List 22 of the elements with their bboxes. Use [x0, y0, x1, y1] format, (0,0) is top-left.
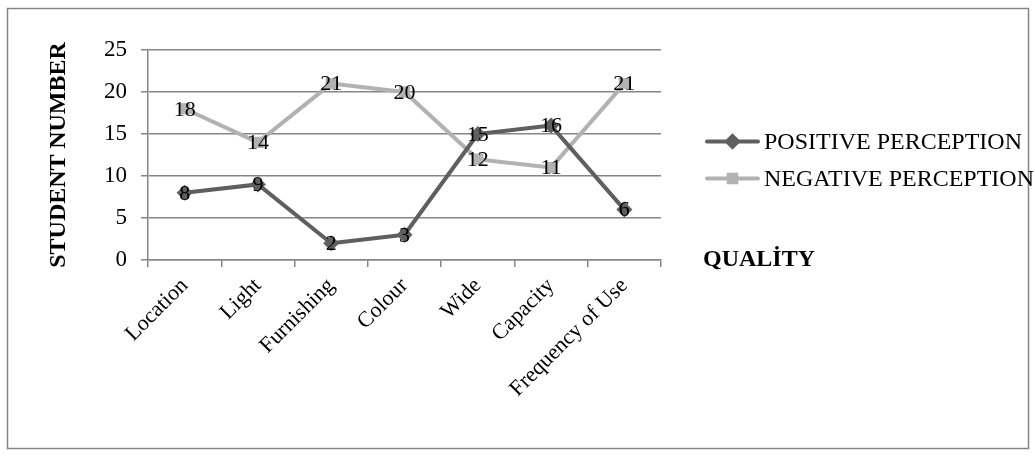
data-label: 12	[466, 145, 489, 171]
data-label: 2	[325, 229, 337, 255]
data-label: 18	[173, 95, 196, 121]
y-axis-title: STUDENT NUMBER	[43, 41, 70, 268]
data-label: 14	[246, 129, 269, 155]
y-tick-label: 20	[104, 78, 127, 104]
y-tick-label: 15	[104, 120, 127, 146]
legend-label: NEGATIVE PERCEPTION	[764, 164, 1034, 191]
y-tick-label: 25	[104, 36, 127, 62]
y-tick-label: 10	[104, 162, 127, 188]
data-label: 21	[320, 70, 343, 96]
x-axis-title: QUALİTY	[703, 245, 816, 272]
data-label: 9	[252, 171, 264, 197]
x-tick-label: Wide	[434, 272, 486, 324]
data-label: 6	[618, 196, 630, 222]
legend-label: POSITIVE PERCEPTION	[764, 127, 1023, 154]
y-tick-label: 0	[115, 246, 127, 272]
data-label: 20	[393, 78, 416, 104]
y-tick-label: 5	[115, 204, 127, 230]
data-label: 3	[399, 221, 410, 247]
data-label: 11	[540, 154, 562, 180]
data-label: 21	[613, 70, 636, 96]
